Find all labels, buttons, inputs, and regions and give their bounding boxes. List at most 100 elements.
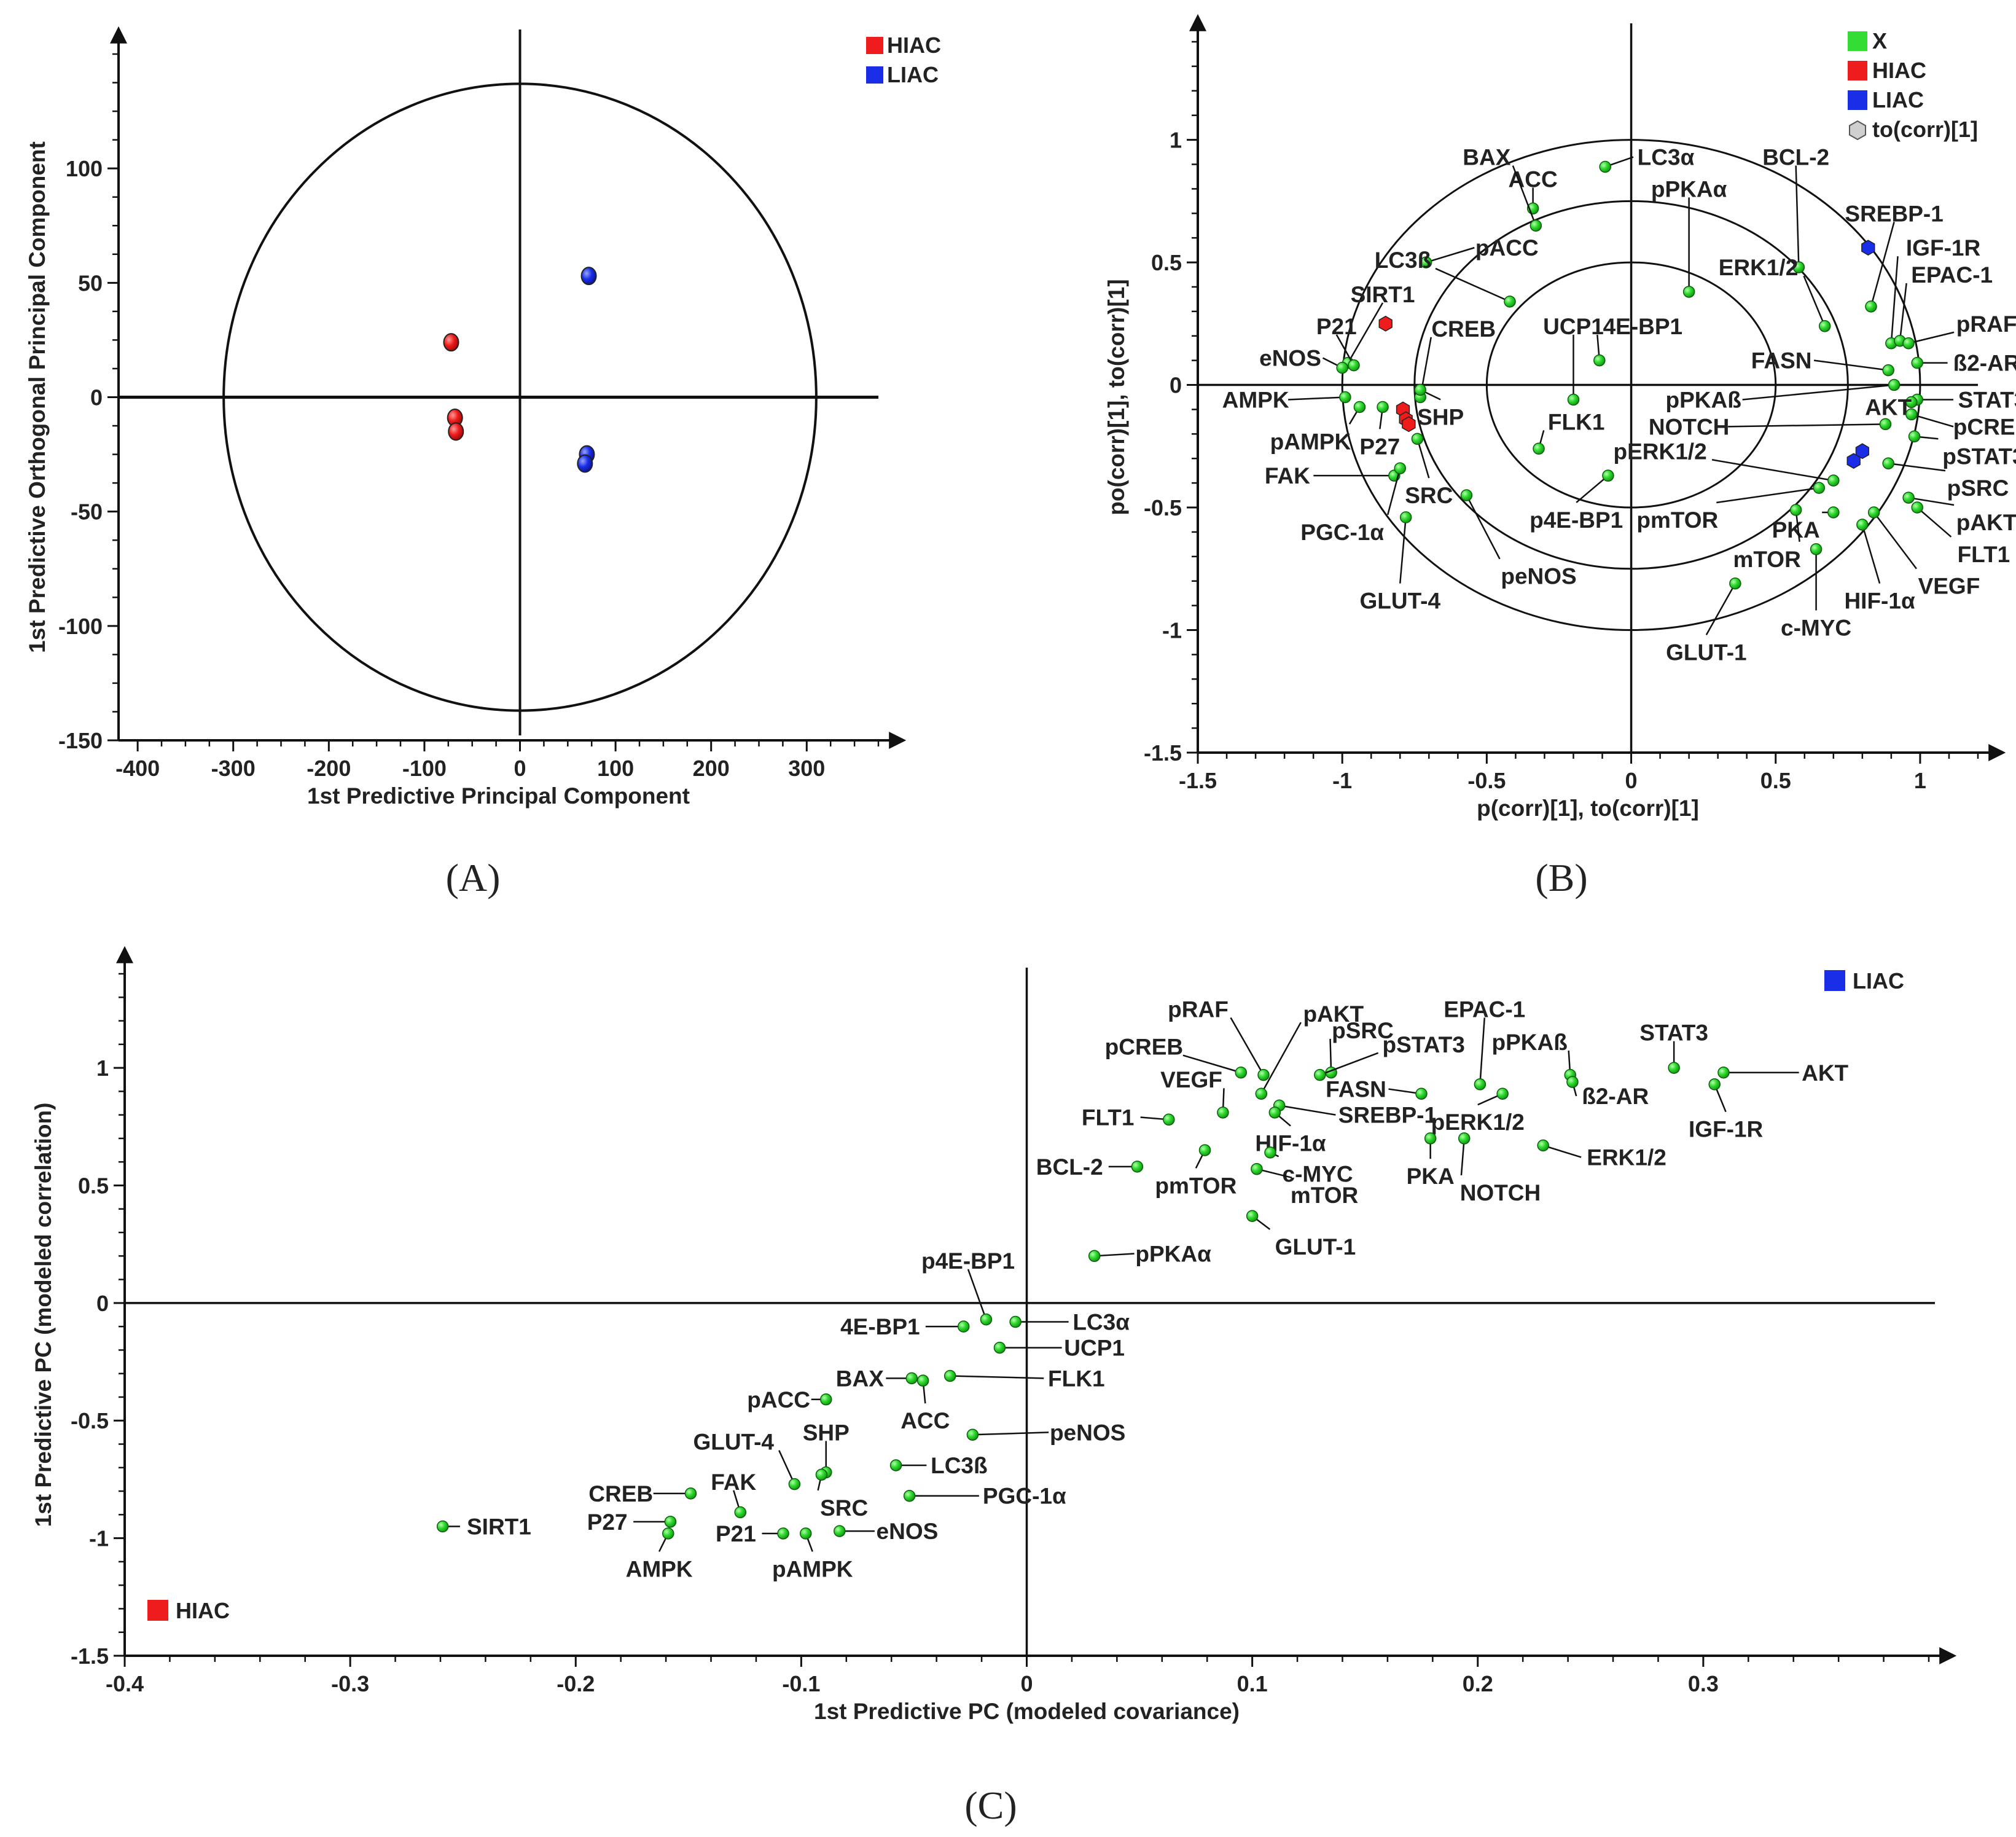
x-tick-label: 300 xyxy=(788,756,825,781)
data-point xyxy=(1504,296,1516,308)
point-pakt: pAKT xyxy=(1902,492,2016,535)
point-glut-4: GLUT-4 xyxy=(1359,511,1440,614)
point-bcl-2: BCL-2 xyxy=(1036,1154,1144,1180)
point-label: ß2-AR xyxy=(1582,1084,1649,1109)
point-label: GLUT-1 xyxy=(1666,640,1747,665)
point-glut-1: GLUT-1 xyxy=(1666,577,1747,665)
point-label: pSRC xyxy=(1332,1018,1394,1043)
point-pakt: pAKT xyxy=(1255,1001,1364,1100)
point-label: pSRC xyxy=(1947,476,2009,501)
point-glut-1: GLUT-1 xyxy=(1246,1210,1356,1259)
data-point xyxy=(1424,1132,1437,1145)
data-point xyxy=(1496,1087,1509,1100)
data-point xyxy=(1789,504,1802,516)
legend-label: X xyxy=(1872,28,1887,53)
x-tick-label: 200 xyxy=(693,756,730,781)
point-label: c-MYC xyxy=(1781,616,1851,641)
point-label: BCL-2 xyxy=(1762,145,1829,170)
point-label: PGC-1α xyxy=(983,1484,1066,1509)
point-praf: pRAF xyxy=(1168,997,1270,1081)
point-label: peNOS xyxy=(1050,1420,1125,1445)
point-label: SHP xyxy=(803,1420,850,1445)
y-tick-label: -1.5 xyxy=(71,1643,109,1669)
y-tick-label: -50 xyxy=(71,499,103,525)
data-point xyxy=(1474,1078,1487,1091)
data-point xyxy=(1682,286,1695,298)
point-bax: BAX xyxy=(1463,145,1542,232)
legend-swatch xyxy=(1824,970,1845,991)
y-tick-label: -1 xyxy=(89,1526,109,1551)
y-tick-label: 1 xyxy=(96,1056,109,1081)
leader-line xyxy=(1911,413,1954,428)
data-point xyxy=(662,1527,674,1540)
legend-liac: LIAC xyxy=(1824,968,1904,993)
y-tick-label: -1 xyxy=(1162,618,1182,643)
point-label: EPAC-1 xyxy=(1911,262,1993,288)
point-label: LC3α xyxy=(1638,145,1695,170)
legend-x: X xyxy=(1848,28,1887,53)
point-label: BCL-2 xyxy=(1036,1154,1103,1180)
class-liac xyxy=(1846,240,1875,469)
point-label: peNOS xyxy=(1501,564,1576,589)
data-point xyxy=(1131,1161,1144,1173)
point-ucp1: UCP1 xyxy=(993,1336,1125,1361)
x-tick-label: 0.3 xyxy=(1688,1671,1719,1696)
leader-line xyxy=(972,1432,1049,1436)
data-point xyxy=(1533,442,1545,455)
score-point xyxy=(577,454,593,473)
y-axis-title: 1st Predictive Orthogonal Principal Comp… xyxy=(25,141,50,653)
point-perk1-2: pERK1/2 xyxy=(1431,1087,1525,1135)
y-tick-label: 0 xyxy=(90,385,103,410)
point-c-myc: c-MYC xyxy=(1781,543,1851,641)
point-fak: FAK xyxy=(1265,463,1401,488)
x-axis-title: 1st Predictive PC (modeled covariance) xyxy=(814,1699,1240,1724)
data-point xyxy=(1251,1162,1263,1175)
data-point xyxy=(834,1525,846,1537)
point-vegf: VEGF xyxy=(1867,506,1980,599)
legend-swatch xyxy=(866,66,883,84)
point-label: IGF-1R xyxy=(1689,1117,1763,1142)
score-point xyxy=(443,333,459,352)
data-point xyxy=(1255,1087,1268,1100)
correlation-circle xyxy=(1413,200,1849,570)
x-tick-label: 0.1 xyxy=(1237,1671,1268,1696)
point-shp: SHP xyxy=(803,1420,850,1479)
point-perk1-2: pERK1/2 xyxy=(1614,439,1840,487)
class-hiac xyxy=(1378,315,1416,433)
leader-line xyxy=(1873,512,1917,570)
leader-line xyxy=(1705,583,1736,636)
leader-line xyxy=(1870,221,1895,307)
point-beta2-ar: ß2-AR xyxy=(1566,1076,1649,1109)
point-label: pAKT xyxy=(1303,1001,1364,1027)
leader-line xyxy=(1576,475,1609,503)
y-tick-label: -150 xyxy=(58,728,103,753)
point-label: ß2-AR xyxy=(1953,351,2016,376)
leader-line xyxy=(1466,495,1501,560)
point-label: pCREB xyxy=(1105,1035,1183,1060)
axes: -1.5 -1 -0.5 0 0.5 1 -1.5 -1 -0.5 0 0.5 1 p(corr)[1]… xyxy=(1104,14,2006,821)
point-vegf: VEGF xyxy=(1160,1067,1229,1119)
x-tick-label: 0.5 xyxy=(1760,768,1791,793)
data-point xyxy=(1163,1113,1175,1126)
axes: -400 -300 -200 -100 0 100 200 300 -150 -100 -50 0 50… xyxy=(25,26,907,809)
point-glut-4: GLUT-4 xyxy=(693,1430,801,1490)
data-point xyxy=(1905,396,1918,409)
legend-swatch xyxy=(1848,61,1867,80)
point-ppkabeta: pPKAß xyxy=(1492,1030,1577,1081)
point-label: CREB xyxy=(1431,316,1496,342)
point-fak: FAK xyxy=(711,1470,757,1519)
point-label: eNOS xyxy=(877,1519,939,1544)
x-tick-label: 1 xyxy=(1914,768,1926,793)
point-hif-1alpha: HIF-1α xyxy=(1255,1107,1326,1156)
point-4e-bp1: 4E-BP1 xyxy=(840,1314,970,1339)
point-label: pPKAα xyxy=(1651,176,1727,202)
data-point xyxy=(1567,393,1580,406)
point-label: FLT1 xyxy=(1082,1105,1135,1130)
x-tick-label: -0.5 xyxy=(1467,768,1506,793)
point-label: pAMPK xyxy=(1270,429,1351,454)
point-label: ERK1/2 xyxy=(1587,1145,1666,1170)
data-point xyxy=(1827,474,1840,487)
point-label: SREBP-1 xyxy=(1338,1103,1437,1128)
legend-hiac: HIAC xyxy=(1848,58,1926,83)
point-p27: P27 xyxy=(587,1510,677,1535)
